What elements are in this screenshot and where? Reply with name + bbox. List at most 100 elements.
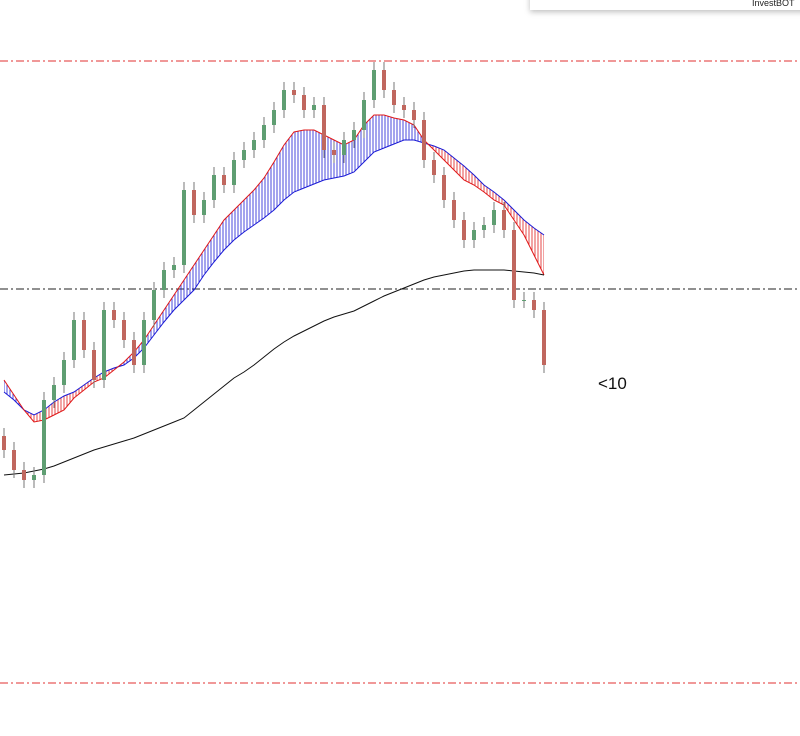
- cloud-segment: [284, 132, 294, 200]
- cloud-segment: [124, 352, 134, 365]
- cloud-segment: [314, 130, 324, 184]
- cloud-segment: [264, 162, 274, 218]
- candle-body: [522, 300, 526, 301]
- cloud-segment: [74, 385, 84, 398]
- candle-body: [322, 105, 326, 150]
- candle-body: [162, 270, 166, 290]
- candle-body: [512, 230, 516, 300]
- candle-body: [292, 90, 296, 95]
- cloud-segment: [244, 190, 254, 232]
- candle-body: [482, 225, 486, 230]
- candle-body: [542, 310, 546, 365]
- candle-body: [102, 310, 106, 380]
- candle-body: [312, 105, 316, 110]
- cloud-segment: [484, 185, 494, 200]
- candle-body: [382, 70, 386, 90]
- candle-body: [132, 340, 136, 365]
- candle-body: [222, 175, 226, 185]
- cloud-segment: [274, 145, 284, 210]
- cloud-segment: [454, 158, 464, 180]
- cloud-segment: [464, 166, 474, 185]
- cloud-segment: [144, 325, 154, 348]
- candle-body: [502, 210, 506, 230]
- cloud-segment: [404, 120, 414, 140]
- candle-body: [112, 310, 116, 320]
- candle-body: [212, 175, 216, 200]
- candle-body: [62, 360, 66, 385]
- cloud-segment: [44, 402, 54, 420]
- cloud-segment: [324, 135, 334, 180]
- cloud-segment: [394, 118, 404, 144]
- cloud-segment: [4, 380, 14, 400]
- cloud-segment: [134, 340, 144, 358]
- candle-body: [372, 70, 376, 100]
- cloud-segment: [514, 210, 524, 235]
- candle-body: [532, 300, 536, 310]
- candle-body: [392, 90, 396, 105]
- cloud-segment: [494, 192, 504, 205]
- cloud-segment: [444, 150, 454, 170]
- candle-body: [442, 175, 446, 200]
- cloud-segment: [364, 115, 374, 162]
- candle-body: [402, 105, 406, 110]
- candle-body: [432, 160, 436, 175]
- cloud-segment: [474, 175, 484, 192]
- candle-body: [72, 320, 76, 360]
- candle-body: [202, 200, 206, 215]
- candle-body: [182, 190, 186, 265]
- candle-body: [272, 110, 276, 125]
- candle-body: [242, 150, 246, 160]
- cloud-segment: [524, 220, 534, 255]
- candle-body: [422, 120, 426, 160]
- cloud-segment: [234, 200, 244, 240]
- cloud-segment: [504, 200, 514, 220]
- candle-body: [342, 140, 346, 155]
- candle-body: [82, 320, 86, 350]
- overlay-panel: [530, 0, 800, 10]
- candle-body: [352, 130, 356, 140]
- candle-body: [252, 140, 256, 150]
- candle-body: [32, 475, 36, 480]
- candle-body: [2, 436, 6, 450]
- candle-body: [142, 320, 146, 365]
- brand: InvestBOT: [752, 0, 795, 8]
- annotation: <10: [598, 374, 627, 393]
- candle-body: [192, 190, 196, 215]
- cloud-segment: [34, 410, 44, 422]
- candle-body: [302, 95, 306, 110]
- candle-body: [262, 125, 266, 140]
- candle-body: [122, 320, 126, 340]
- cloud-segment: [304, 130, 314, 188]
- candle-body: [232, 160, 236, 185]
- candle-body: [152, 290, 156, 320]
- candle-body: [492, 210, 496, 225]
- cloud-segment: [534, 228, 544, 275]
- cloud-segment: [374, 115, 384, 152]
- candle-body: [12, 450, 16, 470]
- cloud-segment: [294, 130, 304, 192]
- candle-body: [52, 385, 56, 400]
- candle-body: [22, 470, 26, 480]
- cloud-segment: [184, 265, 194, 300]
- candle-body: [462, 220, 466, 240]
- candle-body: [42, 400, 46, 475]
- candle-body: [362, 100, 366, 130]
- candle-body: [412, 110, 416, 120]
- cloud-segment: [214, 220, 224, 262]
- cloud-segment: [84, 378, 94, 390]
- cloud-segment: [64, 392, 74, 410]
- cloud-segment: [94, 372, 104, 382]
- candle-body: [472, 230, 476, 240]
- cloud-segment: [384, 115, 394, 148]
- cloud-segment: [224, 210, 234, 250]
- cloud-segment: [194, 250, 204, 290]
- candle-body: [452, 200, 456, 220]
- cloud-segment: [164, 295, 174, 322]
- cloud-segment: [154, 310, 164, 335]
- cloud-segment: [344, 140, 354, 176]
- candle-body: [92, 350, 96, 380]
- cloud-segment: [334, 140, 344, 178]
- fast-ma-line: [3, 114, 545, 423]
- long-ma-line: [3, 269, 545, 476]
